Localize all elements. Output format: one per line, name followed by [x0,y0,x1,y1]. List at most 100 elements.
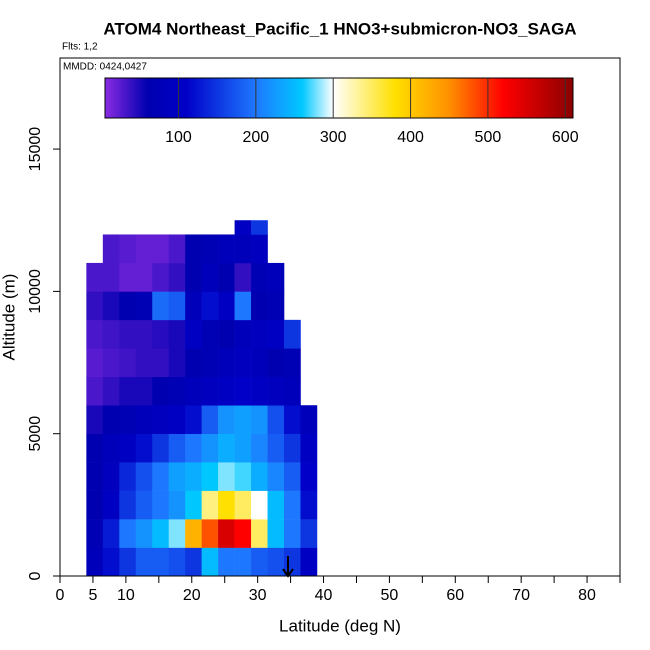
heatmap-cell [102,376,120,406]
heatmap-cell [168,319,186,349]
heatmap-cell [86,319,104,349]
heatmap-cell [185,547,202,577]
heatmap-cell [185,348,202,378]
heatmap-cell [201,291,219,321]
heatmap-cell [251,234,268,264]
heatmap-cell [251,376,268,406]
heatmap-cell [135,547,153,577]
heatmap-cell [284,319,301,349]
heatmap-cell [251,319,268,349]
heatmap-cell [119,405,137,434]
heatmap-cell [86,519,104,548]
heatmap-cell [201,490,219,520]
heatmap-cell [152,462,170,491]
heatmap-cell [135,433,153,463]
heatmap [86,220,318,577]
heatmap-cell [267,405,285,434]
heatmap-cell [102,490,120,520]
heatmap-cell [86,433,104,463]
heatmap-cell [102,348,120,378]
heatmap-cell [168,262,186,292]
heatmap-cell [185,519,202,548]
heatmap-cell [119,319,137,349]
arrow-marker [282,556,294,578]
heatmap-cell [102,433,120,463]
heatmap-cell [86,376,104,406]
heatmap-cell [284,348,301,378]
heatmap-cell [201,319,219,349]
heatmap-cell [168,519,186,548]
heatmap-cell [185,262,202,292]
heatmap-cell [284,462,301,491]
heatmap-cell [135,490,153,520]
heatmap-cell [300,547,318,577]
heatmap-cell [119,519,137,548]
heatmap-cell [168,348,186,378]
heatmap-cell [234,405,252,434]
heatmap-cell [234,291,252,321]
heatmap-cell [300,405,318,434]
heatmap-cell [86,262,104,292]
heatmap-cell [102,405,120,434]
heatmap-cell [119,376,137,406]
heatmap-cell [267,376,285,406]
heatmap-cell [251,291,268,321]
heatmap-cell [234,234,252,264]
heatmap-cell [119,547,137,577]
colorbar-tick-label: 400 [397,129,424,146]
subtitle: Flts: 1,2 [62,42,98,53]
heatmap-cell [234,319,252,349]
heatmap-cell [284,547,301,577]
heatmap-cell [267,291,285,321]
x-tick-label: 50 [381,587,399,604]
y-axis-label: Altitude (m) [0,274,18,361]
heatmap-cell [152,319,170,349]
heatmap-cell [86,405,104,434]
heatmap-cell [284,519,301,548]
heatmap-cell [234,519,252,548]
heatmap-cell [267,319,285,349]
heatmap-cell [168,291,186,321]
heatmap-cell [185,376,202,406]
heatmap-cell [201,234,219,264]
annotation: MMDD: 0424,0427 [63,62,147,73]
heatmap-cell [185,291,202,321]
heatmap-cell [234,490,252,520]
heatmap-cell [218,462,235,491]
heatmap-cell [218,234,235,264]
heatmap-cell [102,262,120,292]
heatmap-cell [267,547,285,577]
x-tick-label: 70 [512,587,530,604]
heatmap-cell [201,433,219,463]
heatmap-cell [102,547,120,577]
x-tick-label: 20 [183,587,201,604]
heatmap-cell [218,433,235,463]
heatmap-cell [185,462,202,491]
heatmap-cell [284,376,301,406]
heatmap-cell [218,519,235,548]
heatmap-cell [86,490,104,520]
heatmap-cell [251,220,268,235]
heatmap-cell [267,462,285,491]
heatmap-cell [185,234,202,264]
heatmap-cell [218,490,235,520]
heatmap-cell [201,262,219,292]
x-tick-label: 10 [117,587,135,604]
heatmap-cell [185,405,202,434]
heatmap-cell [251,348,268,378]
heatmap-cell [168,433,186,463]
colorbar-tick-label: 200 [242,129,269,146]
heatmap-cell [102,462,120,491]
heatmap-cell [218,376,235,406]
x-tick-label: 80 [578,587,596,604]
heatmap-cell [119,262,137,292]
x-tick-label: 60 [446,587,464,604]
x-axis-label: Latitude (deg N) [279,616,401,635]
heatmap-cell [152,376,170,406]
heatmap-cell [185,433,202,463]
heatmap-cell [267,348,285,378]
heatmap-cell [201,348,219,378]
heatmap-cell [201,519,219,548]
heatmap-cell [218,405,235,434]
heatmap-cell [135,262,153,292]
